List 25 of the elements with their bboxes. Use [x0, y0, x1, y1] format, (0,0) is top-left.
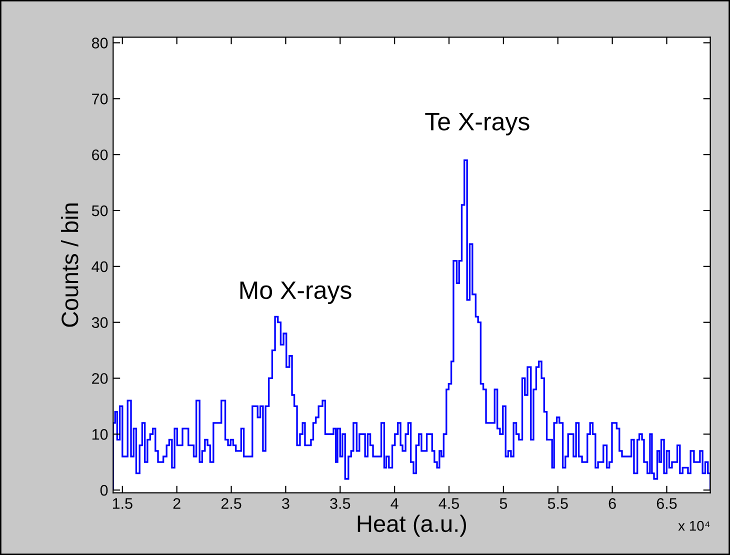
annotation: Te X-rays — [425, 113, 530, 136]
x-tick-label: 4 — [390, 498, 398, 509]
y-tick-label: 50 — [92, 205, 108, 216]
x-tick-label: 6.5 — [656, 498, 677, 509]
x-axis-title: Heat (a.u.) — [358, 514, 466, 537]
x-tick-label: 6 — [608, 498, 616, 509]
x-tick-label: 3.5 — [330, 498, 350, 509]
x-tick-label: 5 — [500, 498, 508, 509]
y-tick-label: 60 — [92, 149, 108, 160]
y-tick-label: 20 — [92, 373, 108, 384]
text: x 10⁴ — [678, 520, 710, 531]
x-tick-label: 1.5 — [112, 498, 132, 509]
x-tick-label: 3 — [282, 498, 290, 509]
y-tick-label: 40 — [92, 261, 108, 272]
y-tick-label: 30 — [92, 317, 108, 328]
y-tick-label: 0 — [100, 484, 108, 496]
y-tick-label: 80 — [92, 38, 108, 48]
x-tick-label: 2.5 — [221, 498, 242, 509]
x-tick-label: 4.5 — [438, 498, 459, 509]
y-tick-label: 10 — [92, 429, 108, 440]
x-tick-label: 5.5 — [548, 498, 568, 509]
annotation: Mo X-rays — [240, 282, 352, 304]
x-tick-label: 2 — [173, 498, 180, 509]
y-axis-title: Counts / bin — [60, 204, 78, 327]
y-tick-label: 70 — [92, 94, 108, 104]
